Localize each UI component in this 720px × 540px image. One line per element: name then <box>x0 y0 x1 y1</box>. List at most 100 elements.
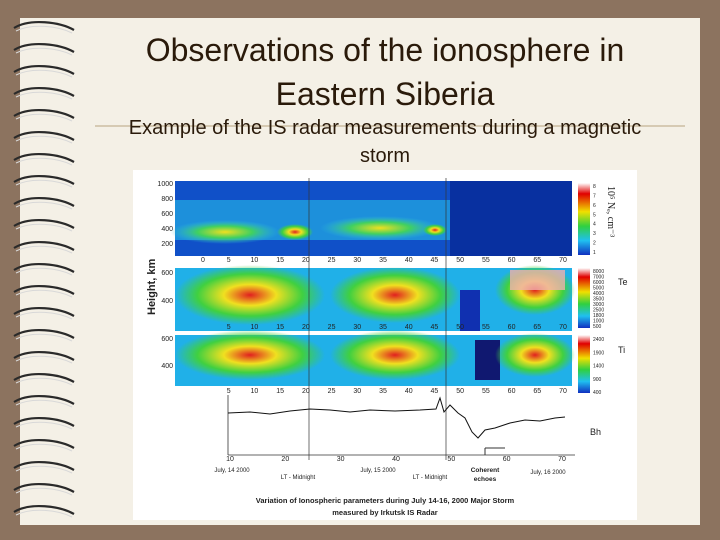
ring-highlight <box>15 443 73 452</box>
x-tick-label: 70 <box>559 324 567 331</box>
y-tick-label: 800 <box>161 196 173 203</box>
ring <box>13 482 75 493</box>
x-tick-label: 30 <box>353 257 361 264</box>
x-tick-label: 5 <box>227 257 231 264</box>
ring <box>13 86 75 97</box>
colorbar-tick-label: 7000 <box>593 275 604 281</box>
ring <box>13 416 75 427</box>
ring <box>13 196 75 207</box>
x-tick-label: 25 <box>328 324 336 331</box>
ring <box>13 350 75 361</box>
colorbar-tick-label: 2 <box>593 241 596 247</box>
colorbar-tick-label: 1900 <box>593 350 604 356</box>
ne-heatmap <box>170 181 572 256</box>
x-tick-label: 70 <box>558 456 566 463</box>
ring-highlight <box>15 179 73 188</box>
colorbar-tick-label: 6000 <box>593 280 604 286</box>
ring-highlight <box>15 201 73 210</box>
ring-highlight <box>15 377 73 386</box>
x-tick-label: 5 <box>227 388 231 395</box>
colorbar-tick-label: 6 <box>593 203 596 209</box>
ring-highlight <box>15 157 73 166</box>
te-colorbar <box>578 268 590 328</box>
colorbar-label: Te <box>618 277 628 287</box>
x-tick-label: 45 <box>431 388 439 395</box>
x-tick-label: 20 <box>302 257 310 264</box>
ti-heatmap <box>175 330 575 386</box>
annotation: LT - Midnight <box>281 475 316 481</box>
ring-highlight <box>15 25 73 34</box>
x-tick-label: 0 <box>201 257 205 264</box>
annotation: July, 14 2000 <box>214 468 250 474</box>
x-tick-label: 60 <box>508 324 516 331</box>
x-tick-label: 35 <box>379 257 387 264</box>
x-tick-label: 50 <box>447 456 455 463</box>
colorbar-tick-label: 400 <box>593 390 602 396</box>
x-tick-label: 25 <box>328 257 336 264</box>
x-tick-label: 60 <box>508 388 516 395</box>
x-tick-label: 40 <box>405 324 413 331</box>
colorbar-tick-label: 5000 <box>593 286 604 292</box>
x-tick-label: 35 <box>379 388 387 395</box>
x-tick-label: 65 <box>533 324 541 331</box>
colorbar-tick-label: 3500 <box>593 297 604 303</box>
ring-highlight <box>15 421 73 430</box>
ring <box>13 64 75 75</box>
x-tick-label: 65 <box>533 257 541 264</box>
x-tick-label: 30 <box>353 388 361 395</box>
ring-highlight <box>15 333 73 342</box>
x-tick-label: 10 <box>251 388 259 395</box>
y-axis-label: Height, km <box>146 259 158 315</box>
ring <box>13 306 75 317</box>
ring-highlight <box>15 311 73 320</box>
x-tick-label: 30 <box>337 456 345 463</box>
y-tick-label: 400 <box>161 298 173 305</box>
spiral-binding <box>13 20 75 518</box>
x-tick-label: 20 <box>281 456 289 463</box>
colorbar-tick-label: 3000 <box>593 302 604 308</box>
ring-highlight <box>15 135 73 144</box>
x-tick-label: 55 <box>482 324 490 331</box>
ring-highlight <box>15 399 73 408</box>
panel-label: Bh <box>590 427 601 437</box>
x-tick-label: 15 <box>276 388 284 395</box>
x-tick-label: 15 <box>276 324 284 331</box>
colorbar-label: Ti <box>618 345 625 355</box>
x-tick-label: 20 <box>302 388 310 395</box>
ring-highlight <box>15 223 73 232</box>
x-tick-label: 65 <box>533 388 541 395</box>
caption: measured by Irkutsk IS Radar <box>332 508 438 517</box>
slide-subtitle: Example of the IS radar measurements dur… <box>128 117 642 167</box>
colorbar-tick-label: 500 <box>593 324 602 330</box>
colorbar-tick-label: 900 <box>593 377 602 383</box>
x-tick-label: 45 <box>431 257 439 264</box>
y-tick-label: 600 <box>161 211 173 218</box>
ring <box>13 262 75 273</box>
colorbar-tick-label: 3 <box>593 231 596 237</box>
ring <box>13 108 75 119</box>
ring <box>13 372 75 383</box>
ring-highlight <box>15 91 73 100</box>
ring <box>13 284 75 295</box>
x-tick-label: 10 <box>251 257 259 264</box>
x-tick-label: 60 <box>503 456 511 463</box>
annotation: July, 15 2000 <box>360 468 396 474</box>
ring <box>13 152 75 163</box>
y-tick-label: 200 <box>161 241 173 248</box>
ring <box>13 174 75 185</box>
colorbar-tick-label: 4000 <box>593 291 604 297</box>
colorbar-tick-label: 1400 <box>593 364 604 370</box>
x-tick-label: 70 <box>559 257 567 264</box>
x-tick-label: 40 <box>405 257 413 264</box>
ring <box>13 394 75 405</box>
x-tick-label: 20 <box>302 324 310 331</box>
ring <box>13 42 75 53</box>
te-heatmap <box>175 265 575 331</box>
ring-highlight <box>15 69 73 78</box>
ring <box>13 240 75 251</box>
x-tick-label: 30 <box>353 324 361 331</box>
x-tick-label: 40 <box>405 388 413 395</box>
x-tick-label: 55 <box>482 388 490 395</box>
